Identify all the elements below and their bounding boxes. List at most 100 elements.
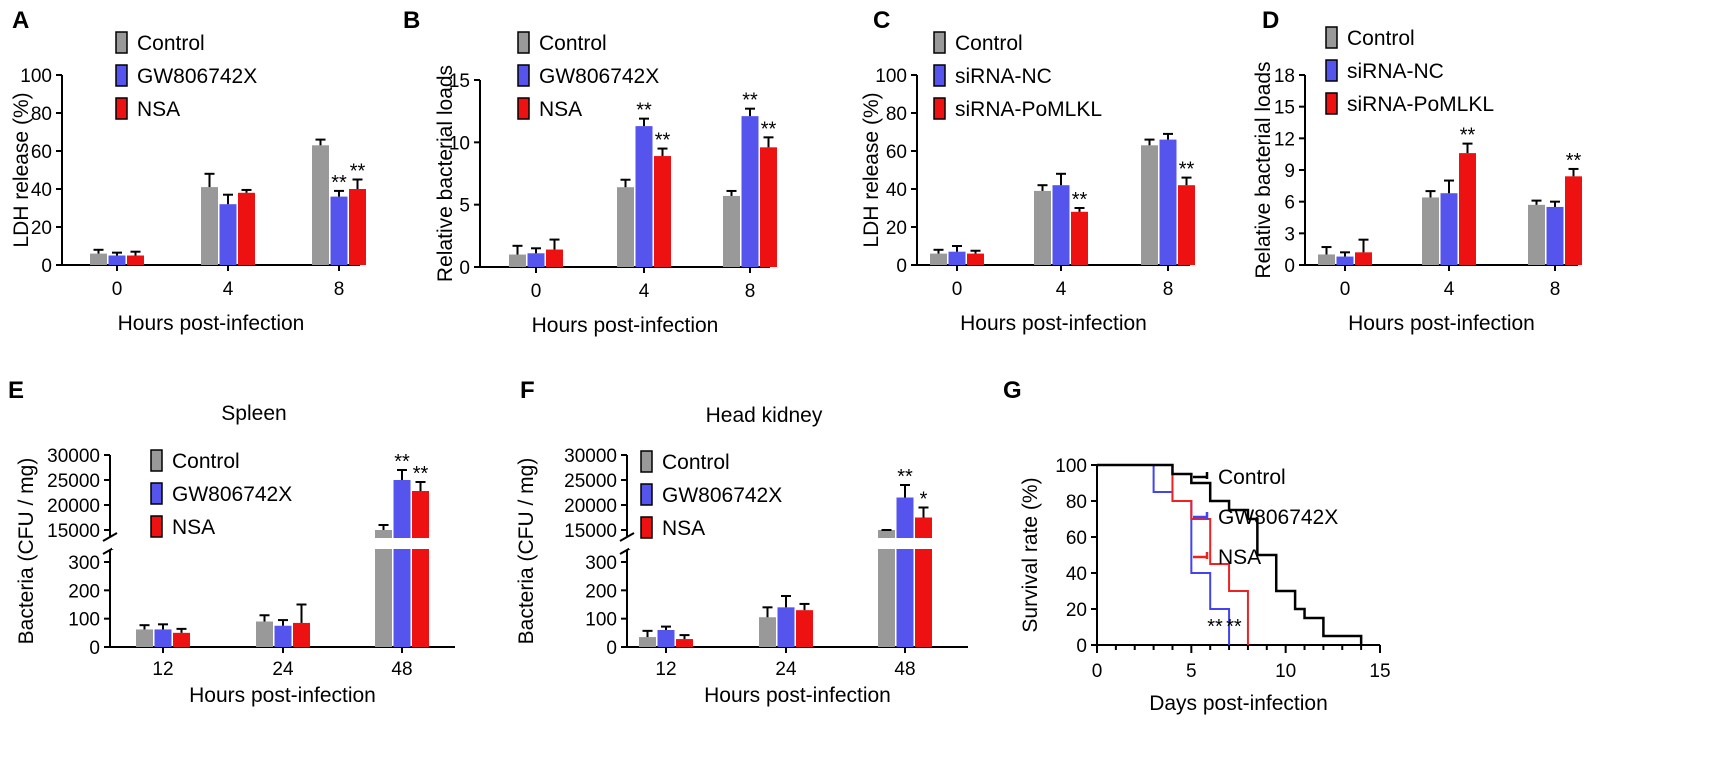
y-tick-label-d-5: 15: [1274, 98, 1295, 119]
y-tick-label-c-4: 80: [886, 104, 907, 125]
panel-label-f: F: [520, 377, 535, 404]
bar-a-2-1: [238, 192, 255, 265]
panel-label-b: B: [403, 7, 420, 34]
y-tick-label-a-1: 20: [31, 218, 52, 239]
legend-label-c-0: Control: [955, 32, 1023, 55]
x-axis-label-f: Hours post-infection: [704, 684, 891, 707]
y-axis-label-b: Relative bacterial loads: [434, 65, 457, 282]
bar-f-2-1: [796, 610, 813, 647]
bar-a-0-0: [90, 253, 107, 265]
x-tick-label-f-0: 12: [655, 659, 676, 680]
x-tick-label-b-0: 0: [531, 281, 542, 302]
y-tick-label-g-4: 80: [1066, 492, 1087, 513]
x-tick-label-b-2: 8: [745, 281, 756, 302]
bar-d-1-2: [1546, 206, 1564, 265]
bar-d-2-0: [1355, 252, 1372, 265]
bar-f-2-0: [676, 639, 693, 647]
axis-break-mark-1-e: [102, 532, 118, 542]
y-tick-label-f-0: 0: [606, 638, 617, 659]
bar-d-2-2: [1565, 176, 1582, 265]
x-tick-label-d-2: 8: [1550, 279, 1561, 300]
legend-swatch-b-0: [517, 31, 530, 54]
panel-label-c: C: [873, 7, 890, 34]
y-tick-label-b-1: 5: [459, 196, 470, 217]
bar-f-2-2: [915, 517, 932, 647]
y-tick-label-e-0: 0: [89, 638, 100, 659]
bar-b-1-2: [741, 116, 759, 267]
y-tick-label-e-6: 25000: [47, 471, 100, 492]
legend-swatch-f-1: [640, 483, 653, 506]
bar-e-1-1: [274, 625, 292, 647]
survival-curve-2: [1097, 464, 1249, 645]
bar-c-2-1: [1071, 211, 1088, 265]
y-tick-label-c-2: 40: [886, 180, 907, 201]
significance-b-2-1: **: [655, 130, 671, 152]
legend-swatch-e-0: [150, 449, 163, 472]
legend-label-a-0: Control: [137, 32, 205, 55]
legend-swatch-e-2: [150, 515, 163, 538]
legend-swatch-e-1: [150, 482, 163, 505]
significance-a-1-2: **: [331, 172, 347, 194]
significance-b-1-1: **: [636, 100, 652, 122]
bar-c-2-2: [1178, 185, 1195, 265]
significance-g-2: **: [1226, 616, 1242, 638]
bar-c-0-0: [930, 253, 947, 265]
bar-c-2-0: [967, 253, 984, 265]
bar-e-1-0: [154, 629, 172, 647]
bar-e-2-2: [412, 491, 429, 647]
bar-f-0-2: [878, 530, 895, 647]
bar-f-1-2: [896, 497, 914, 647]
significance-d-2-1: **: [1460, 125, 1476, 147]
bar-a-0-2: [312, 145, 329, 265]
y-tick-label-g-5: 100: [1055, 456, 1087, 477]
bar-d-1-0: [1336, 256, 1354, 265]
bar-b-0-1: [617, 187, 634, 267]
significance-a-2-2: **: [350, 161, 366, 183]
bar-b-2-0: [546, 249, 563, 267]
y-tick-label-b-3: 15: [449, 71, 470, 92]
x-tick-label-c-0: 0: [952, 279, 963, 300]
panel-label-a: A: [12, 7, 29, 34]
y-tick-label-b-2: 10: [449, 133, 470, 154]
y-tick-label-a-4: 80: [31, 104, 52, 125]
x-axis-label-e: Hours post-infection: [189, 684, 376, 707]
y-tick-label-g-0: 0: [1076, 636, 1087, 657]
x-tick-label-d-1: 4: [1444, 279, 1455, 300]
y-tick-label-f-6: 25000: [564, 471, 617, 492]
legend-swatch-b-1: [517, 64, 530, 87]
y-tick-label-d-2: 6: [1284, 193, 1295, 214]
y-tick-label-d-1: 3: [1284, 224, 1295, 245]
y-axis-label-c: LDH release (%): [860, 92, 883, 247]
y-tick-label-e-2: 200: [68, 581, 100, 602]
bar-b-1-1: [635, 126, 653, 267]
legend-label-e-2: NSA: [172, 516, 215, 539]
y-tick-label-c-3: 60: [886, 142, 907, 163]
legend-label-g-0: Control: [1218, 466, 1286, 489]
y-tick-label-f-7: 30000: [564, 446, 617, 467]
x-tick-label-d-0: 0: [1340, 279, 1351, 300]
survival-curve-0: [1097, 463, 1363, 645]
axis-break-gap-e: [112, 538, 457, 549]
significance-e-1-2: **: [394, 451, 410, 473]
y-tick-label-c-0: 0: [896, 256, 907, 277]
significance-d-2-2: **: [1566, 150, 1582, 172]
y-tick-label-f-3: 300: [585, 553, 617, 574]
significance-f-2-2: *: [920, 489, 928, 511]
bar-a-2-2: [349, 189, 366, 265]
legend-label-g-1: GW806742X: [1218, 506, 1338, 529]
y-axis-label-e: Bacteria (CFU / mg): [15, 458, 38, 645]
axis-break-mark-1-f: [619, 532, 635, 542]
bar-c-1-2: [1159, 139, 1177, 265]
bar-f-0-0: [639, 637, 656, 647]
bar-a-1-2: [330, 196, 348, 265]
y-tick-label-e-5: 20000: [47, 496, 100, 517]
x-axis-label-d: Hours post-infection: [1348, 312, 1535, 335]
legend-label-b-0: Control: [539, 32, 607, 55]
x-tick-label-g-3: 15: [1369, 661, 1390, 682]
bar-f-1-0: [657, 630, 675, 647]
panel-label-g: G: [1003, 377, 1022, 404]
y-tick-label-d-3: 9: [1284, 161, 1295, 182]
x-tick-label-b-1: 4: [639, 281, 650, 302]
y-tick-label-g-1: 20: [1066, 600, 1087, 621]
bar-c-1-1: [1052, 185, 1070, 265]
